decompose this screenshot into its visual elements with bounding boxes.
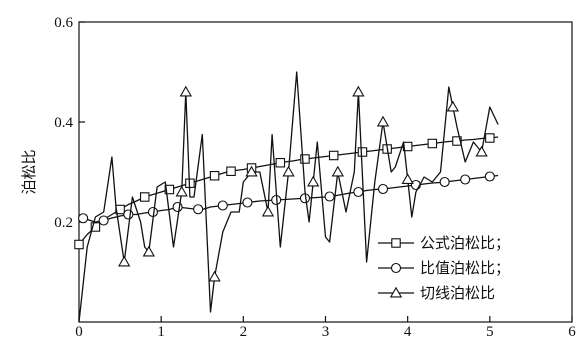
data-point-triangle xyxy=(245,165,258,177)
data-point-circle xyxy=(193,204,204,215)
x-tick-label: 6 xyxy=(568,324,576,338)
data-point-circle xyxy=(217,200,228,211)
data-point-circle xyxy=(439,176,450,188)
axis-ticks: 0 1 2 3 4 5 6 0.2 0.4 0.6 xyxy=(54,15,576,338)
data-point-square xyxy=(452,136,462,146)
x-tick-label: 4 xyxy=(404,324,412,338)
data-point-square xyxy=(427,138,438,149)
y-tick-label: 0.2 xyxy=(54,215,73,231)
data-point-square xyxy=(139,192,150,202)
data-point-triangle xyxy=(331,165,344,177)
legend-label-circle: 比值泊松比； xyxy=(420,259,510,277)
data-point-circle xyxy=(172,201,183,213)
x-tick-label: 1 xyxy=(157,324,165,338)
data-point-square xyxy=(357,147,368,157)
data-point-triangle xyxy=(179,85,192,97)
data-point-circle xyxy=(353,186,364,198)
data-point-triangle xyxy=(475,145,488,157)
legend-marker-triangle xyxy=(389,286,403,298)
legend-label-square: 公式泊松比； xyxy=(420,234,510,252)
data-point-triangle xyxy=(401,173,414,184)
data-point-square xyxy=(300,154,310,164)
data-point-square xyxy=(328,150,339,161)
x-tick-label: 3 xyxy=(322,324,330,338)
data-point-triangle xyxy=(142,245,155,257)
data-point-circle xyxy=(460,174,471,185)
data-point-square xyxy=(226,166,236,177)
data-point-square xyxy=(275,158,286,168)
data-point-circle xyxy=(78,213,89,224)
data-point-triangle xyxy=(307,175,320,187)
series-triangle xyxy=(78,71,499,323)
data-point-triangle xyxy=(352,85,365,97)
data-point-square xyxy=(485,133,495,143)
data-point-circle xyxy=(98,215,109,226)
series-layer xyxy=(74,71,499,323)
data-point-square xyxy=(74,239,84,250)
data-point-square xyxy=(90,222,101,232)
data-point-triangle xyxy=(446,100,460,112)
data-point-triangle xyxy=(261,205,275,217)
data-point-circle xyxy=(377,183,389,195)
data-point-triangle xyxy=(175,185,188,197)
data-point-square xyxy=(209,171,220,181)
data-point-circle xyxy=(242,197,253,208)
y-tick-label: 0.6 xyxy=(54,15,73,31)
data-point-circle xyxy=(484,171,495,182)
data-point-triangle xyxy=(282,165,295,177)
series-circle xyxy=(78,171,499,226)
data-point-square xyxy=(164,184,175,195)
x-tick-label: 5 xyxy=(486,324,494,338)
data-point-triangle xyxy=(208,270,221,282)
plot-frame xyxy=(78,21,573,323)
y-axis-title: 泊松比 xyxy=(20,149,38,194)
data-point-circle xyxy=(324,191,335,202)
legend: 公式泊松比； 比值泊松比； 切线泊松比 xyxy=(378,234,510,302)
data-point-triangle xyxy=(118,255,131,267)
legend-marker-square xyxy=(391,238,401,248)
data-point-circle xyxy=(123,209,134,220)
legend-label-triangle: 切线泊松比 xyxy=(420,284,495,302)
x-tick-label: 0 xyxy=(75,324,83,338)
data-point-triangle xyxy=(376,115,390,127)
x-tick-label: 2 xyxy=(240,324,248,338)
legend-marker-circle xyxy=(390,262,402,274)
y-tick-label: 0.4 xyxy=(54,115,73,131)
